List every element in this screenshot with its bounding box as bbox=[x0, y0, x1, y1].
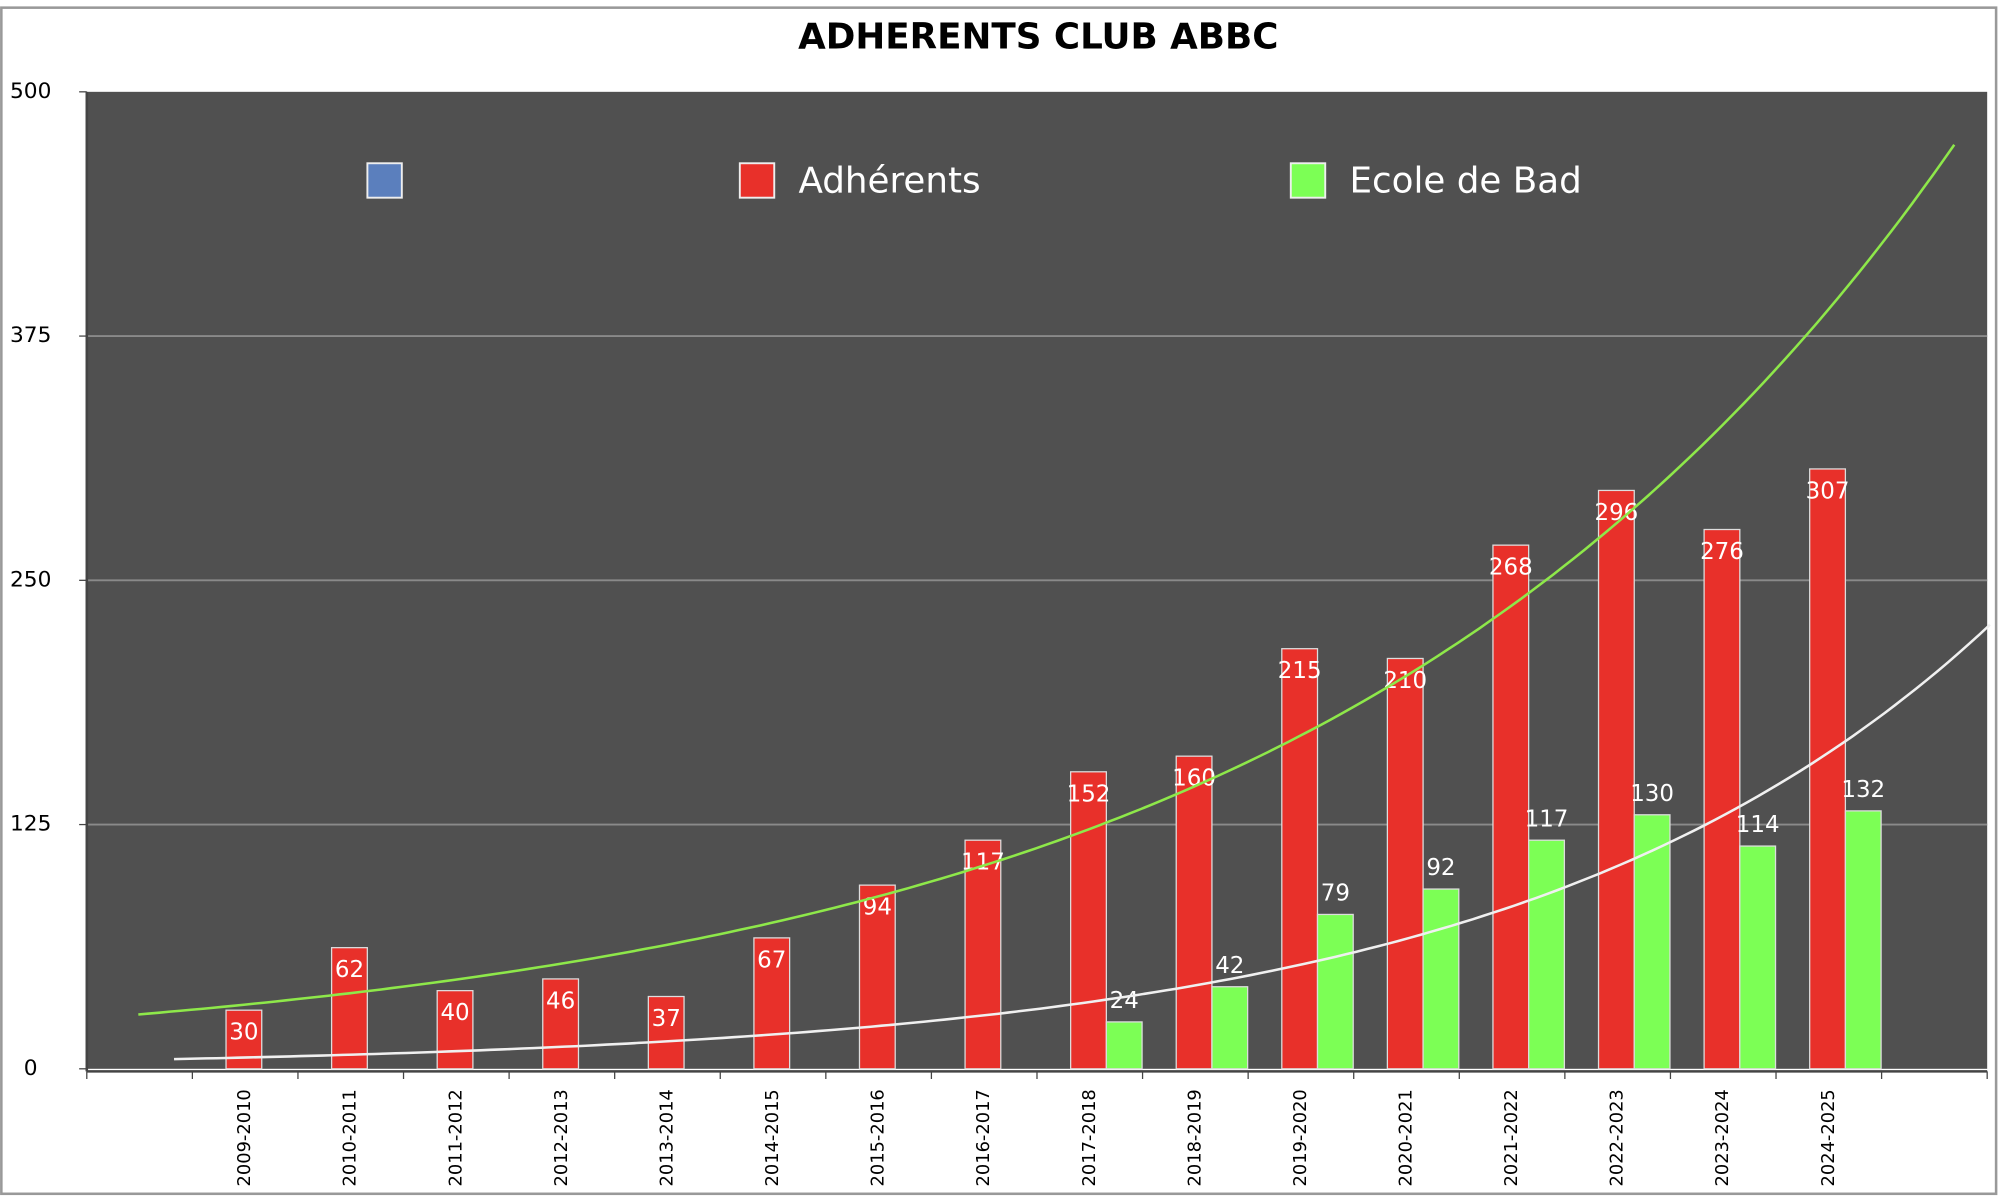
data-label: 46 bbox=[546, 988, 575, 1014]
data-label: 92 bbox=[1426, 855, 1455, 881]
x-tick-label: 2011-2012 bbox=[445, 1089, 466, 1186]
bar bbox=[1739, 845, 1777, 1070]
bar bbox=[1281, 648, 1319, 1070]
data-label: 215 bbox=[1278, 658, 1322, 684]
legend-swatch bbox=[366, 162, 403, 199]
legend-swatch bbox=[1289, 162, 1327, 199]
x-tick-label: 2019-2020 bbox=[1290, 1089, 1311, 1186]
data-label: 40 bbox=[440, 1000, 469, 1026]
bar bbox=[1492, 544, 1530, 1070]
data-label: 132 bbox=[1841, 777, 1885, 803]
x-tick-label: 2022-2023 bbox=[1607, 1089, 1628, 1186]
trendline bbox=[174, 623, 1991, 1061]
bar bbox=[858, 884, 896, 1070]
data-label: 117 bbox=[1525, 806, 1569, 832]
data-label: 296 bbox=[1594, 500, 1638, 526]
bar bbox=[436, 990, 474, 1070]
x-tick-label: 2010-2011 bbox=[340, 1089, 361, 1186]
data-label: 276 bbox=[1700, 539, 1744, 565]
bar bbox=[1633, 814, 1671, 1070]
data-label: 24 bbox=[1110, 988, 1139, 1014]
bar bbox=[1597, 489, 1635, 1070]
x-tick-label: 2013-2014 bbox=[656, 1089, 677, 1186]
data-label: 152 bbox=[1067, 781, 1111, 807]
data-label: 79 bbox=[1321, 881, 1350, 907]
x-tick-label: 2018-2019 bbox=[1184, 1089, 1205, 1186]
bar bbox=[1316, 913, 1354, 1070]
chart-title: ADHERENTS CLUB ABBC bbox=[798, 16, 1278, 57]
data-label: 307 bbox=[1806, 478, 1850, 504]
bar bbox=[1175, 755, 1213, 1070]
x-tick-label: 2020-2021 bbox=[1396, 1089, 1417, 1186]
data-label: 114 bbox=[1736, 812, 1780, 838]
data-label: 268 bbox=[1489, 555, 1533, 581]
legend-label: Adhérents bbox=[798, 160, 980, 201]
y-tick-label: 0 bbox=[24, 1056, 38, 1081]
data-label: 42 bbox=[1215, 953, 1244, 979]
y-tick-label: 375 bbox=[10, 323, 51, 348]
bar bbox=[1809, 468, 1847, 1070]
y-tick-label: 125 bbox=[10, 812, 51, 837]
y-tick-label: 500 bbox=[10, 79, 51, 104]
data-label: 30 bbox=[229, 1020, 258, 1046]
x-tick-label: 2016-2017 bbox=[973, 1089, 994, 1186]
bar bbox=[647, 995, 685, 1070]
x-tick-label: 2015-2016 bbox=[868, 1089, 889, 1186]
bar bbox=[1844, 810, 1882, 1070]
data-label: 62 bbox=[335, 957, 364, 983]
bar bbox=[542, 978, 580, 1070]
data-label: 210 bbox=[1383, 668, 1427, 694]
bar bbox=[1386, 657, 1424, 1070]
bar bbox=[964, 839, 1002, 1070]
x-tick-label: 2023-2024 bbox=[1712, 1089, 1733, 1186]
x-tick-label: 2012-2013 bbox=[551, 1089, 572, 1186]
legend-label: Ecole de Bad bbox=[1349, 160, 1581, 201]
data-label: 130 bbox=[1630, 781, 1674, 807]
bar bbox=[1105, 1021, 1143, 1070]
legend-swatch bbox=[738, 162, 776, 199]
x-tick-label: 2014-2015 bbox=[762, 1089, 783, 1186]
bar bbox=[1703, 528, 1741, 1070]
bar bbox=[330, 947, 368, 1070]
bar bbox=[1422, 888, 1460, 1070]
bar bbox=[1070, 771, 1107, 1070]
x-tick-label: 2021-2022 bbox=[1501, 1089, 1522, 1186]
bar bbox=[1528, 839, 1566, 1070]
y-tick-label: 250 bbox=[10, 567, 51, 592]
x-tick-label: 2009-2010 bbox=[234, 1089, 255, 1186]
x-tick-label: 2024-2025 bbox=[1818, 1089, 1839, 1186]
data-label: 37 bbox=[652, 1006, 681, 1032]
bar bbox=[1211, 986, 1249, 1070]
x-tick-label: 2017-2018 bbox=[1079, 1089, 1100, 1186]
trendline bbox=[138, 144, 1956, 1016]
bar bbox=[753, 937, 791, 1070]
data-label: 67 bbox=[757, 947, 786, 973]
